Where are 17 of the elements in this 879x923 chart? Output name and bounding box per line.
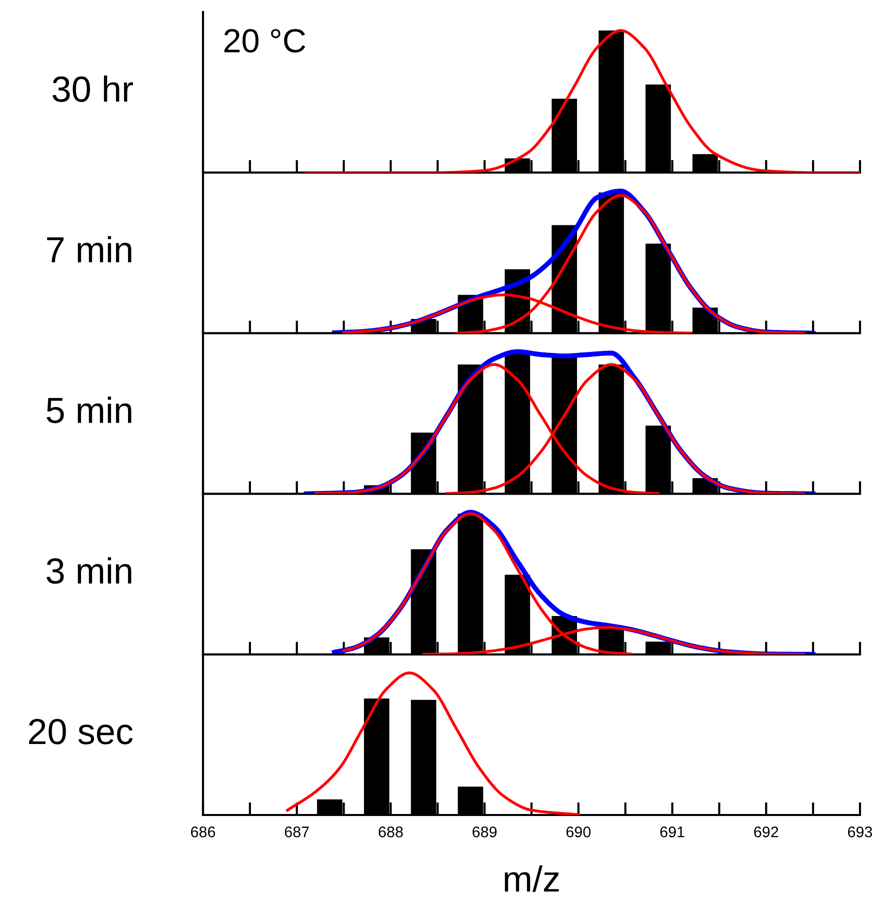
x-tick-label: 691: [660, 826, 684, 838]
y-axis-title: 7 min: [47, 236, 132, 262]
x-tick-label: 690: [566, 826, 591, 838]
x-tick-label: 688: [378, 826, 403, 838]
y-axis-title: 20 sec: [28, 718, 133, 744]
annotation: 20 °C: [224, 28, 306, 53]
x-tick-label: 686: [191, 826, 216, 838]
bar: [458, 514, 484, 654]
bar: [646, 244, 671, 334]
x-tick-label: 692: [754, 826, 778, 838]
y-axis-title: 30 hr: [52, 75, 133, 102]
x-tick-label: 689: [472, 826, 497, 838]
x-tick-label: 687: [284, 826, 309, 838]
y-axis-title: 5 min: [46, 396, 132, 424]
x-tick-label: 693: [848, 826, 872, 838]
x-axis-title: m/z: [504, 865, 559, 892]
y-axis-title: 3 min: [46, 557, 132, 584]
